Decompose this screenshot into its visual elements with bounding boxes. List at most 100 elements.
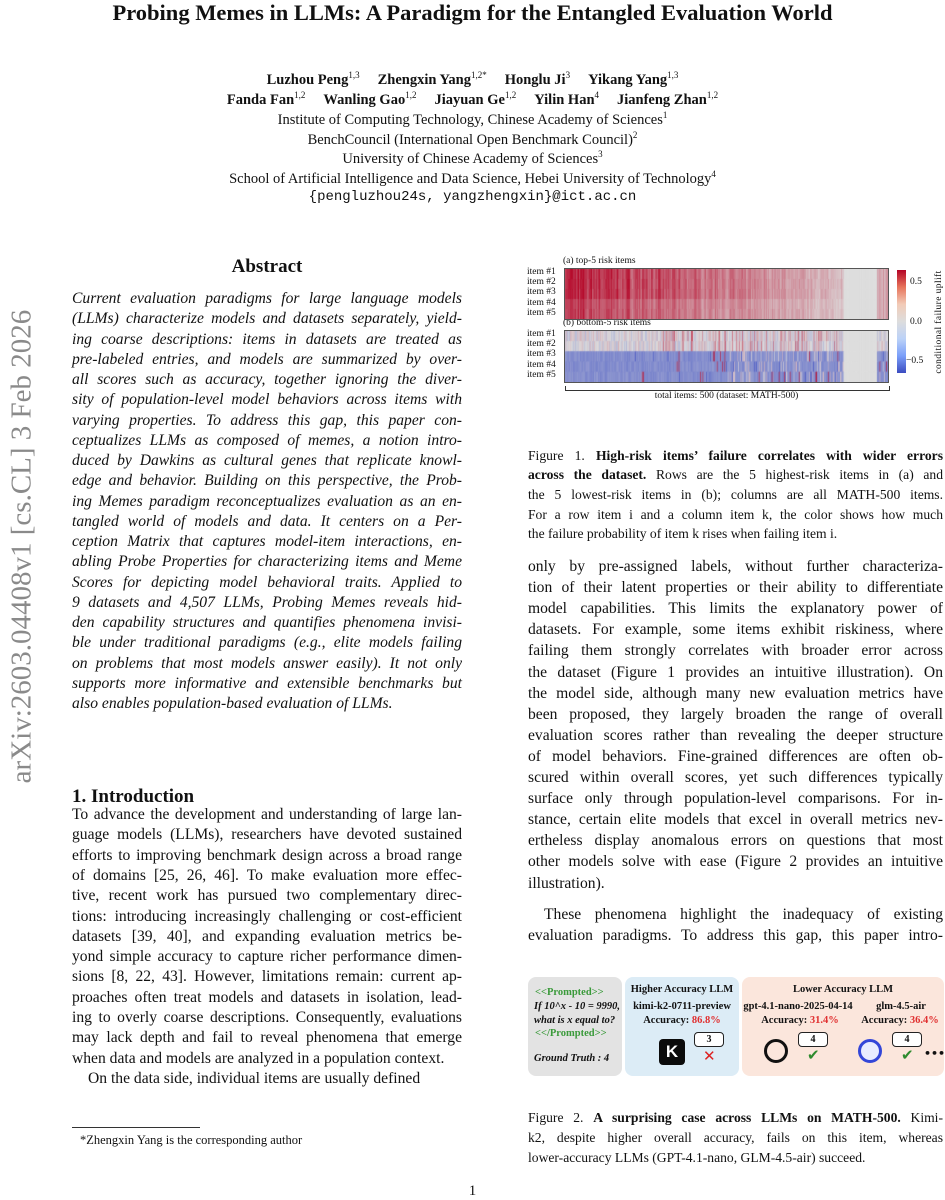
question-line: what is x equal to? xyxy=(534,1015,616,1026)
text-line: illustration). xyxy=(528,874,605,892)
prompt-open: <<Prompted>> xyxy=(535,987,604,998)
text-line: yond simple accuracy to capture richer p… xyxy=(72,948,462,966)
affiliation: Institute of Computing Technology, Chine… xyxy=(277,110,668,128)
text-line: tion of their latent properties or their… xyxy=(528,579,943,597)
text-line: supports more informative and extensible… xyxy=(72,674,462,692)
text-line: tions: introducing increasingly challeng… xyxy=(72,907,462,925)
text-line: varying properties. To address this gap,… xyxy=(72,411,462,429)
model-accuracy: Accuracy: 36.4% xyxy=(861,1015,939,1026)
answer-bubble: 4 xyxy=(798,1032,828,1047)
kimi-logo-icon: K xyxy=(659,1039,685,1065)
author-name: Wanling Gao1,2 xyxy=(323,90,417,108)
prompt-close: <</Prompted>> xyxy=(535,1028,607,1039)
text-line: These phenomena highlight the inadequacy… xyxy=(544,906,943,923)
model-name: kimi-k2-0711-preview xyxy=(633,1001,731,1012)
row-label: item #1 xyxy=(527,329,556,339)
text-line: tive, recent work has pursued two comple… xyxy=(72,887,462,905)
text-line: the dataset (Figure 1 provides an intuit… xyxy=(528,663,943,681)
row-label: item #2 xyxy=(527,277,556,288)
heatmap-bottom5 xyxy=(564,330,889,383)
text-line: datasets. For example, some items exhibi… xyxy=(528,621,943,639)
colorbar-tick: 0.0 xyxy=(910,317,922,327)
text-line: failing them strongly correlates with br… xyxy=(528,642,943,660)
text-line: guage models (LLMs), researchers have de… xyxy=(72,826,462,844)
text-line: other models solve with ease (Figure 2 p… xyxy=(528,853,943,871)
affiliation: BenchCouncil (International Open Benchma… xyxy=(307,129,638,148)
text-line: the failure probability of item k rises … xyxy=(528,526,838,541)
text-line: den capability structures and quantifies… xyxy=(72,614,462,631)
answer-bubble: 4 xyxy=(892,1032,922,1047)
text-line: 9 datasets and 4,507 LLMs, Probing Memes… xyxy=(72,593,462,611)
row-label: item #4 xyxy=(527,359,556,370)
text-line: (LLMs) characterize models and datasets … xyxy=(72,310,462,328)
prompt-panel xyxy=(528,977,622,1076)
row-label: item #2 xyxy=(527,339,556,350)
text-line: datasets [39, 40], and expanding evaluat… xyxy=(72,927,462,945)
text-line: proaches often treat models and datasets… xyxy=(72,988,462,1006)
text-line: To advance the development and understan… xyxy=(72,806,462,823)
text-line: when data and models are analyzed in a p… xyxy=(72,1049,445,1067)
author-name: Yilin Han4 xyxy=(534,90,600,108)
text-line: may lack depth and fail to reveal phenom… xyxy=(72,1029,462,1047)
panel-a-label: (a) top-5 risk items xyxy=(563,256,636,266)
text-line: ceptualizes LLMs as composed of memes, a… xyxy=(72,431,462,449)
model-accuracy: Accuracy: 86.8% xyxy=(643,1015,721,1026)
text-line: efforts to improving benchmark design ac… xyxy=(72,846,462,864)
text-line: scured within overall scores, yet such d… xyxy=(528,769,943,786)
text-line: all scores such as accuracy, together ig… xyxy=(72,371,462,388)
glm-logo-icon xyxy=(858,1039,882,1063)
text-line: edge and behavior. Building on this pers… xyxy=(72,472,462,490)
text-line: Current evaluation paradigms for large l… xyxy=(72,290,462,307)
text-line: evaluation paradigms. To address this ga… xyxy=(528,927,943,944)
row-label: item #5 xyxy=(527,369,556,380)
text-line: evaluation scores rather than revealing … xyxy=(528,726,943,744)
text-line: ception Matrix that captures model-item … xyxy=(72,533,462,550)
text-line: ble under traditional paradigms (e.g., e… xyxy=(72,634,462,652)
text-line: ing to overly coarse descriptions. Conse… xyxy=(72,1009,462,1026)
x-bracket xyxy=(565,386,890,391)
text-line: also enables population-based evaluation… xyxy=(72,695,393,712)
email: {pengluzhou24s, yangzhengxin}@ict.ac.cn xyxy=(308,189,637,205)
question-line: If 10^x - 10 = 9990, xyxy=(534,1001,621,1012)
author-name: Honglu Ji3 xyxy=(504,70,571,88)
author-name: Luzhou Peng1,3 xyxy=(266,70,360,88)
text-line: been proposed, they largely broaden the … xyxy=(528,705,943,723)
check-icon: ✔ xyxy=(901,1046,914,1064)
colorbar-label: conditional failure uplift xyxy=(934,270,944,374)
colorbar xyxy=(897,270,906,373)
figure-1-caption-line: Figure 1. High-risk items’ failure corre… xyxy=(528,448,943,463)
author-list-row2: Fanda Fan1,2 Wanling Gao1,2 Jiayuan Ge1,2 Y… xyxy=(0,90,945,109)
text-line: For a row item i and a column item k, th… xyxy=(528,506,943,522)
text-line: on problems that most models answer easi… xyxy=(72,654,462,672)
colorbar-tick: 0.5 xyxy=(910,277,922,287)
author-name: Jiayuan Ge1,2 xyxy=(434,90,517,108)
ground-truth: Ground Truth : 4 xyxy=(534,1053,610,1064)
text-line: model capabilities. This limits the expl… xyxy=(528,600,943,618)
more-ellipsis: ••• xyxy=(924,1047,945,1060)
text-line: the model side, although many new evalua… xyxy=(528,684,943,702)
lower-title: Lower Accuracy LLM xyxy=(792,984,894,995)
row-label: item #4 xyxy=(527,297,556,308)
paper-title: Probing Memes in LLMs: A Paradigm for th… xyxy=(112,0,833,25)
text-line: pre-labeled entries, and models are summ… xyxy=(72,350,462,368)
affiliation: University of Chinese Academy of Science… xyxy=(342,149,603,168)
footnote-rule xyxy=(72,1127,200,1128)
intro-heading: 1. Introduction xyxy=(72,786,195,807)
author-name: Yikang Yang1,3 xyxy=(588,70,679,88)
higher-title: Higher Accuracy LLM xyxy=(630,984,734,995)
footnote: *Zhengxin Yang is the corresponding auth… xyxy=(80,1133,303,1147)
text-line: of model behaviors. Fine-grained differe… xyxy=(528,747,943,765)
author-name: Jianfeng Zhan1,2 xyxy=(617,90,719,108)
arxiv-stamp: arXiv:2603.04408v1 [cs.CL] 3 Feb 2026 xyxy=(5,309,38,784)
text-line: sions [8, 22, 43]. However, limitations … xyxy=(72,968,462,986)
text-line: ing coarse descriptions: items in datase… xyxy=(72,330,462,348)
row-label: item #3 xyxy=(527,287,556,298)
abstract-heading: Abstract xyxy=(231,256,303,277)
text-line: ing Memes paradigm reconceptualizes eval… xyxy=(72,492,462,510)
cross-icon: ✕ xyxy=(703,1047,716,1065)
heatmap-top5 xyxy=(564,268,889,320)
x-axis-label: total items: 500 (dataset: MATH-500) xyxy=(654,391,799,401)
text-line: lower-accuracy LLMs (GPT-4.1-nano, GLM-4… xyxy=(528,1149,866,1165)
colorbar-tick: −0.5 xyxy=(906,356,924,366)
answer-bubble: 3 xyxy=(694,1032,724,1047)
